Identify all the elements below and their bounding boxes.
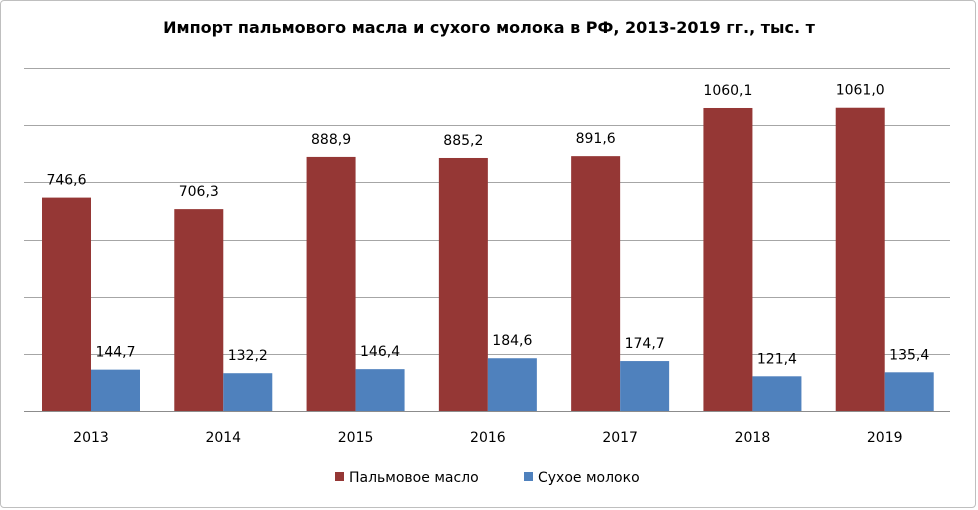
bar-palm-oil bbox=[306, 156, 356, 411]
data-label: 706,3 bbox=[179, 184, 219, 200]
data-label: 888,9 bbox=[311, 132, 351, 148]
data-label: 746,6 bbox=[46, 173, 86, 189]
data-label: 132,2 bbox=[228, 348, 268, 364]
data-label: 121,4 bbox=[757, 351, 797, 367]
bar-palm-oil bbox=[174, 209, 224, 411]
bar-milk-powder bbox=[355, 369, 405, 411]
data-label: 891,6 bbox=[576, 131, 616, 147]
data-label: 135,4 bbox=[889, 347, 929, 363]
x-tick-label: 2017 bbox=[602, 430, 638, 446]
data-label: 144,7 bbox=[95, 345, 135, 361]
bar-palm-oil bbox=[835, 107, 885, 411]
x-tick-label: 2015 bbox=[338, 430, 374, 446]
data-label: 184,6 bbox=[492, 333, 532, 349]
bar-palm-oil bbox=[42, 197, 91, 411]
bar-milk-powder bbox=[223, 373, 273, 411]
data-label: 1061,0 bbox=[836, 83, 885, 99]
bar-palm-oil bbox=[571, 156, 621, 411]
bar-milk-powder bbox=[91, 369, 140, 411]
x-tick-label: 2019 bbox=[867, 430, 903, 446]
bar-milk-powder bbox=[487, 358, 537, 411]
data-label: 146,4 bbox=[360, 344, 400, 360]
x-tick-label: 2018 bbox=[735, 430, 771, 446]
x-tick-label: 2013 bbox=[73, 430, 109, 446]
bar-palm-oil bbox=[703, 107, 753, 411]
bar-palm-oil bbox=[438, 157, 488, 411]
legend-swatch-palm-oil bbox=[335, 472, 344, 481]
x-tick-label: 2016 bbox=[470, 430, 506, 446]
bar-milk-powder bbox=[620, 361, 670, 411]
data-label: 1060,1 bbox=[703, 83, 752, 99]
legend-milk-powder: Сухое молоко bbox=[538, 470, 640, 486]
bar-milk-powder bbox=[752, 376, 802, 411]
legend-palm-oil: Пальмовое масло bbox=[349, 470, 479, 486]
data-label: 885,2 bbox=[443, 133, 483, 149]
chart-title: Импорт пальмового масла и сухого молока … bbox=[163, 18, 815, 37]
x-tick-label: 2014 bbox=[205, 430, 241, 446]
legend-swatch-milk-powder bbox=[524, 472, 533, 481]
data-label: 174,7 bbox=[625, 336, 665, 352]
bar-milk-powder bbox=[884, 372, 934, 411]
